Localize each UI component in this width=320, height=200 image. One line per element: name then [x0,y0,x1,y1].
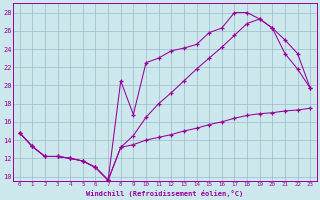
X-axis label: Windchill (Refroidissement éolien,°C): Windchill (Refroidissement éolien,°C) [86,190,244,197]
